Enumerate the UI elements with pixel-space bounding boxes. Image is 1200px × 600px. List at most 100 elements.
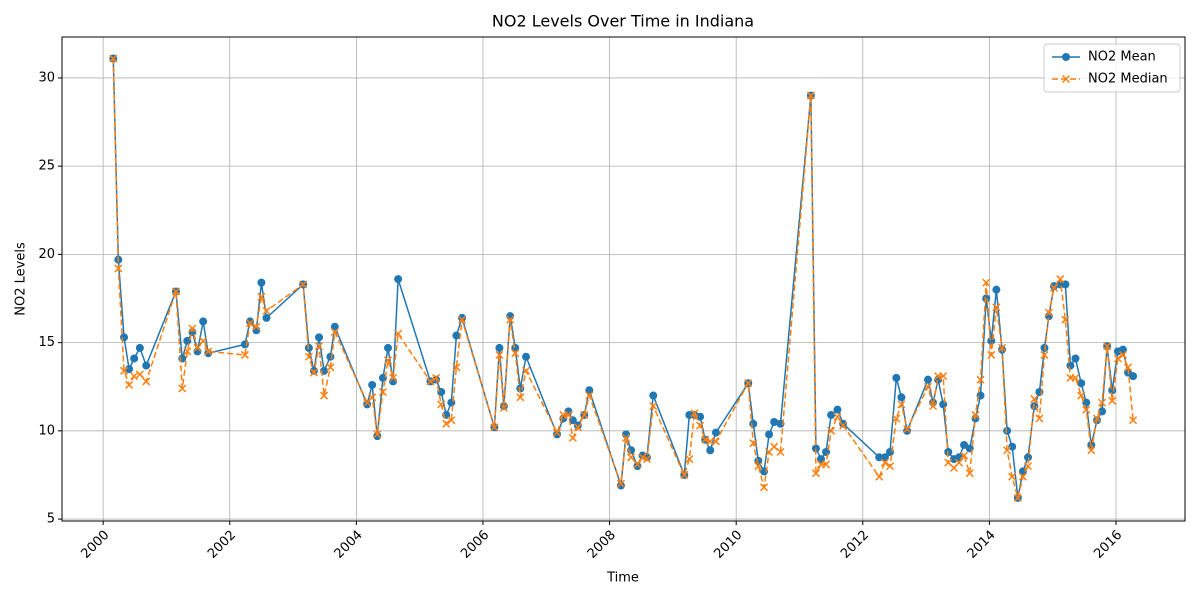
- marker: [923, 382, 933, 391]
- marker: [976, 375, 985, 384]
- marker: [965, 469, 974, 478]
- x-tick-label: 2008: [585, 528, 619, 562]
- marker: [811, 444, 820, 453]
- legend-label: NO2 Mean: [1088, 50, 1156, 65]
- x-tick-label: 2010: [711, 528, 745, 562]
- marker: [903, 425, 912, 434]
- marker: [204, 347, 213, 356]
- marker: [511, 343, 520, 352]
- marker: [960, 451, 969, 460]
- marker: [378, 387, 387, 397]
- marker: [1123, 363, 1133, 372]
- marker: [744, 379, 753, 388]
- marker: [495, 343, 504, 352]
- marker: [522, 352, 531, 361]
- marker: [1098, 398, 1107, 407]
- marker: [622, 433, 631, 442]
- marker: [987, 350, 996, 359]
- marker: [1061, 315, 1070, 324]
- marker: [649, 391, 658, 400]
- marker: [171, 287, 180, 296]
- marker: [633, 460, 642, 469]
- marker: [696, 421, 705, 430]
- marker: [749, 439, 758, 448]
- marker: [309, 368, 318, 377]
- marker: [685, 455, 694, 464]
- marker: [246, 317, 255, 326]
- marker: [257, 292, 266, 301]
- marker: [458, 315, 467, 324]
- marker: [130, 354, 139, 363]
- marker: [326, 363, 335, 372]
- plot-frame: [61, 36, 1186, 522]
- marker: [585, 391, 594, 400]
- marker: [1077, 391, 1086, 400]
- marker: [616, 481, 625, 490]
- marker: [1129, 416, 1138, 425]
- legend-label: NO2 Median: [1088, 72, 1168, 87]
- y-axis-label: NO2 Levels: [14, 242, 29, 316]
- marker: [754, 462, 763, 471]
- marker: [553, 430, 562, 439]
- marker: [394, 275, 403, 284]
- marker: [1092, 414, 1102, 423]
- marker: [1087, 446, 1096, 455]
- marker: [1024, 453, 1033, 462]
- marker: [827, 426, 836, 435]
- marker: [822, 460, 831, 469]
- legend: NO2 Mean NO2 Median: [1043, 43, 1181, 93]
- marker: [1118, 350, 1127, 359]
- marker: [638, 453, 647, 462]
- marker: [580, 410, 589, 419]
- marker: [193, 343, 202, 352]
- marker: [627, 446, 636, 455]
- series-line: [112, 58, 1134, 499]
- marker: [330, 327, 339, 337]
- marker: [1008, 442, 1017, 451]
- marker: [939, 400, 948, 409]
- marker: [499, 403, 508, 412]
- marker: [130, 372, 139, 381]
- marker: [811, 469, 820, 478]
- marker: [880, 458, 889, 467]
- marker: [770, 418, 779, 427]
- marker: [383, 356, 393, 365]
- marker: [827, 410, 836, 419]
- marker: [511, 349, 520, 358]
- marker: [452, 363, 461, 372]
- marker: [903, 426, 912, 435]
- marker: [1049, 283, 1058, 292]
- marker: [839, 421, 848, 430]
- marker: [240, 350, 249, 359]
- marker: [1044, 308, 1053, 317]
- marker: [1056, 275, 1065, 284]
- marker: [1071, 373, 1080, 382]
- marker: [833, 405, 842, 414]
- marker: [447, 416, 456, 425]
- marker: [1040, 350, 1049, 359]
- marker: [875, 472, 884, 481]
- marker: [1108, 396, 1117, 405]
- marker: [178, 354, 187, 363]
- marker: [711, 428, 720, 437]
- marker: [135, 370, 144, 379]
- marker: [1129, 372, 1138, 381]
- marker: [447, 398, 456, 407]
- marker: [923, 375, 932, 384]
- marker: [749, 419, 758, 428]
- marker: [1023, 462, 1033, 471]
- marker: [690, 409, 699, 418]
- marker: [765, 430, 774, 439]
- legend-box: [1043, 43, 1181, 93]
- marker: [680, 470, 689, 479]
- marker: [373, 432, 382, 441]
- x-tick-label: 2000: [78, 528, 112, 562]
- marker: [998, 343, 1007, 352]
- marker: [384, 343, 393, 352]
- marker: [252, 322, 261, 331]
- marker: [368, 393, 377, 402]
- marker: [1008, 472, 1017, 481]
- marker: [954, 458, 964, 467]
- marker: [320, 391, 329, 400]
